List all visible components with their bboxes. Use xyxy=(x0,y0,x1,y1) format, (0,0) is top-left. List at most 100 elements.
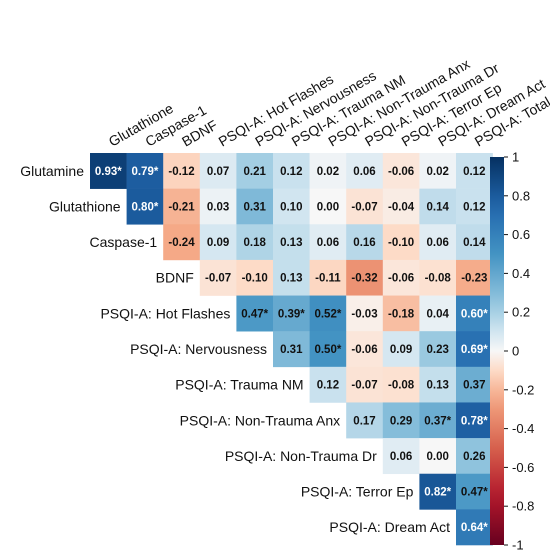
colorbar-tick-label: 0.4 xyxy=(512,266,530,281)
cell-value-label: -0.10 xyxy=(388,237,414,249)
heatmap-cell xyxy=(273,188,310,225)
cell-value-label: 0.06 xyxy=(427,237,449,249)
heatmap-cell xyxy=(309,153,347,189)
cell-value-label: 0.07 xyxy=(207,166,229,178)
heatmap-cell xyxy=(456,473,493,510)
heatmap-cell xyxy=(163,153,201,189)
cell-value-label: 0.69* xyxy=(461,344,488,356)
colorbar-tick-label: 0 xyxy=(512,344,519,359)
cell-value-label: 0.80* xyxy=(131,201,158,213)
heatmap-cell xyxy=(382,188,420,225)
heatmap-cell xyxy=(382,331,420,368)
heatmap-cell xyxy=(346,366,384,403)
row-label: PSQI-A: Nervousness xyxy=(130,341,267,357)
heatmap-cell xyxy=(419,224,457,261)
heatmap-cell xyxy=(199,188,237,225)
heatmap-cell xyxy=(456,331,493,368)
heatmap-cell xyxy=(382,366,420,403)
cell-value-label: -0.06 xyxy=(388,273,414,285)
cell-value-label: 0.14 xyxy=(463,237,486,249)
cell-value-label: -0.03 xyxy=(351,308,377,320)
heatmap-cell xyxy=(456,366,493,403)
heatmap-cell xyxy=(382,402,420,439)
row-label: PSQI-A: Dream Act xyxy=(329,519,450,535)
heatmap-cell xyxy=(236,295,274,332)
cell-value-label: 0.37* xyxy=(424,415,451,427)
cell-value-label: 0.10 xyxy=(280,201,302,213)
cell-value-label: -0.24 xyxy=(168,237,195,249)
heatmap-cell xyxy=(419,473,457,510)
cell-value-label: 0.39* xyxy=(278,308,305,320)
colorbar-tick-label: 0.2 xyxy=(512,305,530,320)
colorbar-tick-label: 0.8 xyxy=(512,188,530,203)
heatmap-cell xyxy=(382,295,420,332)
heatmap-cell xyxy=(236,224,274,261)
cell-value-label: 0.06 xyxy=(390,451,412,463)
cell-value-label: 0.12 xyxy=(463,166,485,178)
heatmap-cell xyxy=(346,295,384,332)
cell-value-label: 0.82* xyxy=(424,487,451,499)
heatmap-cell xyxy=(456,402,493,439)
cell-value-label: 0.18 xyxy=(244,237,267,249)
row-label: Glutamine xyxy=(20,163,84,179)
row-label: Glutathione xyxy=(49,198,121,214)
heatmap-cell xyxy=(382,224,420,261)
cell-value-label: 0.12 xyxy=(317,380,339,392)
cell-value-label: 0.93* xyxy=(95,166,122,178)
colorbar-tick-label: -0.2 xyxy=(512,382,534,397)
heatmap-cell xyxy=(419,259,457,296)
cell-value-label: 0.17 xyxy=(353,415,375,427)
heatmap-cell xyxy=(419,438,457,475)
cell-value-label: 0.03 xyxy=(207,201,229,213)
heatmap-cell xyxy=(273,153,310,189)
heatmap-cell xyxy=(419,402,457,439)
cell-value-label: 0.02 xyxy=(427,166,449,178)
heatmap-cell xyxy=(456,188,493,225)
cell-value-label: -0.18 xyxy=(388,308,415,320)
colorbar: 1 0.8 0.6 0.4 0.2 0 -0.2 -0.4 -0.6 -0.8 -1 xyxy=(490,150,534,553)
cell-value-label: 0.29 xyxy=(390,415,412,427)
cell-value-label: 0.23 xyxy=(427,344,449,356)
cell-value-label: 0.78* xyxy=(461,415,488,427)
cell-value-label: 0.47* xyxy=(461,487,488,499)
heatmap-cell xyxy=(456,295,493,332)
cell-value-label: 0.00 xyxy=(427,451,449,463)
heatmap-cell xyxy=(273,259,310,296)
row-labels: Glutamine Glutathione Caspase-1 BDNF PSQI-A:… xyxy=(20,163,450,535)
row-label: PSQI-A: Non-Trauma Dr xyxy=(225,448,377,464)
cell-value-label: 0.50* xyxy=(314,344,341,356)
cell-value-label: 0.79* xyxy=(131,166,158,178)
row-label: PSQI-A: Non-Trauma Anx xyxy=(180,412,341,428)
heatmap-cell xyxy=(419,153,457,189)
cell-value-label: 0.09 xyxy=(207,237,229,249)
cell-value-label: 0.13 xyxy=(427,380,449,392)
cell-value-label: -0.07 xyxy=(351,201,377,213)
colorbar-gradient xyxy=(490,157,504,545)
cell-value-label: -0.10 xyxy=(242,273,268,285)
heatmap-cell xyxy=(309,188,347,225)
cell-value-label: 0.04 xyxy=(427,308,450,320)
colorbar-tick-label: -0.4 xyxy=(512,421,534,436)
colorbar-tick-label: -0.8 xyxy=(512,499,534,514)
cell-value-label: 0.37 xyxy=(463,380,485,392)
heatmap-cell xyxy=(236,259,274,296)
row-label: PSQI-A: Terror Ep xyxy=(301,484,414,500)
cell-value-label: -0.08 xyxy=(425,273,452,285)
heatmap-cell xyxy=(382,259,420,296)
row-label: PSQI-A: Trauma NM xyxy=(175,377,303,393)
cell-value-label: 0.13 xyxy=(280,237,302,249)
cell-value-label: 0.21 xyxy=(244,166,267,178)
heatmap-cell xyxy=(346,153,384,189)
cell-value-label: -0.06 xyxy=(351,344,377,356)
heatmap-cell xyxy=(419,366,457,403)
cell-value-label: -0.23 xyxy=(461,273,487,285)
cell-value-label: -0.07 xyxy=(205,273,231,285)
heatmap-cell xyxy=(126,153,164,189)
heatmap-cell xyxy=(309,224,347,261)
cell-value-label: 0.31 xyxy=(244,201,267,213)
heatmap-cell xyxy=(90,153,127,189)
cell-value-label: 0.31 xyxy=(280,344,303,356)
heatmap-cell xyxy=(309,366,347,403)
cell-value-label: 0.13 xyxy=(280,273,302,285)
heatmap-cell xyxy=(456,438,493,475)
